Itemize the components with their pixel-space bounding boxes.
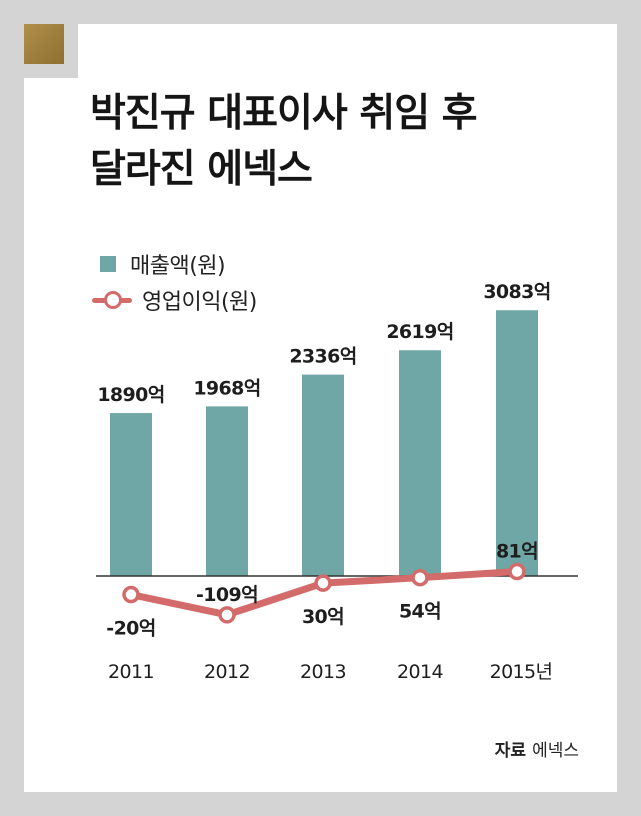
- bar-label-2014: 2619억: [386, 321, 453, 343]
- legend-label-operating-profit: 영업이익(원): [142, 290, 257, 315]
- legend: 매출액(원) 영업이익(원): [92, 246, 257, 318]
- bar-2015년: [496, 310, 538, 576]
- accent-square: [24, 24, 64, 64]
- chart-title: 박진규 대표이사 취임 후 달라진 에넥스: [90, 86, 610, 198]
- x-tick-label-2014: 2014: [397, 661, 443, 683]
- legend-item-revenue: 매출액(원): [92, 246, 257, 282]
- title-line-1: 박진규 대표이사 취임 후: [90, 91, 478, 136]
- x-tick-label-2013: 2013: [300, 661, 346, 683]
- bar-label-2012: 1968억: [193, 377, 260, 399]
- x-tick-label-2012: 2012: [204, 661, 250, 683]
- legend-item-operating-profit: 영업이익(원): [92, 282, 257, 318]
- source-label: 자료: [494, 741, 527, 761]
- bar-2011: [110, 413, 152, 576]
- bar-2012: [206, 406, 248, 576]
- source-note: 자료 에넥스: [495, 736, 579, 761]
- line-point-2014: [411, 568, 429, 587]
- line-label-2011: -20억: [106, 618, 155, 640]
- bar-2013: [302, 374, 344, 576]
- bar-2014: [399, 350, 441, 576]
- line-point-2013: [314, 574, 332, 592]
- x-tick-label-2011: 2011: [108, 661, 154, 683]
- legend-line-marker-icon: [92, 290, 132, 310]
- x-tick-label-2015년: 2015년: [490, 661, 553, 683]
- line-label-2015년: 81억: [496, 541, 538, 563]
- line-point-2011: [122, 585, 140, 604]
- bar-label-2013: 2336억: [289, 346, 356, 368]
- line-label-2014: 54억: [399, 601, 441, 623]
- legend-label-revenue: 매출액(원): [130, 254, 226, 279]
- title-line-2: 달라진 에넥스: [90, 147, 313, 192]
- bar-label-2015년: 3083억: [483, 281, 550, 303]
- line-point-2012: [218, 606, 236, 624]
- line-point-2015년: [508, 562, 526, 581]
- line-label-2013: 30억: [302, 606, 344, 628]
- bar-label-2011: 1890억: [97, 384, 164, 406]
- legend-swatch-revenue: [100, 256, 116, 272]
- line-label-2012: -109억: [196, 584, 258, 606]
- source-value: 에넥스: [532, 741, 579, 761]
